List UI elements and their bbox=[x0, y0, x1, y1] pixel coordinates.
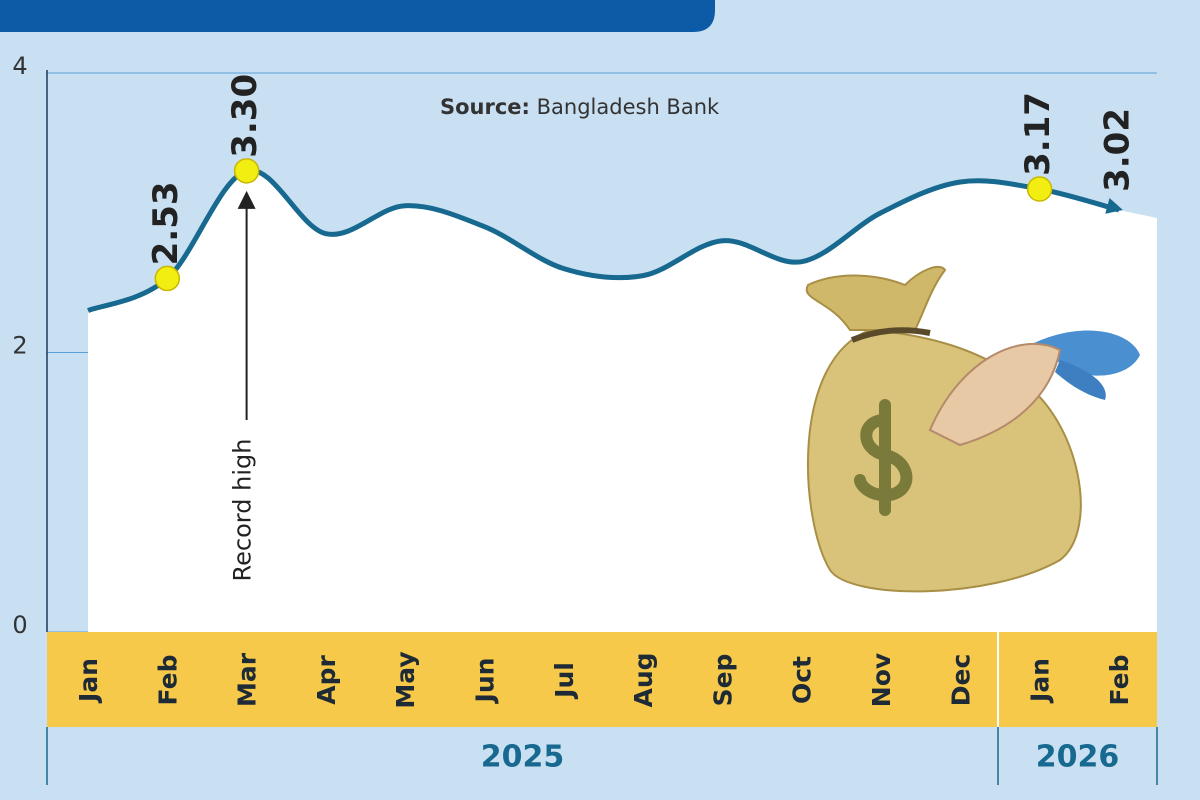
point-marker bbox=[154, 265, 181, 292]
x-tick-label: Feb bbox=[1105, 655, 1134, 706]
header-banner bbox=[0, 0, 715, 32]
x-tick-label: Nov bbox=[867, 653, 896, 707]
point-marker bbox=[1026, 176, 1053, 202]
value-label: 3.17 bbox=[1018, 92, 1058, 176]
y-tick-label: 0 bbox=[12, 611, 27, 639]
x-tick-label: Jul bbox=[550, 662, 579, 700]
x-tick-label: Apr bbox=[312, 655, 341, 705]
x-tick-label: Dec bbox=[946, 654, 975, 707]
month-band bbox=[47, 632, 1157, 727]
x-tick-label: Aug bbox=[629, 652, 658, 707]
x-tick-label: Sep bbox=[708, 654, 737, 707]
point-marker bbox=[233, 158, 260, 184]
value-label: 3.02 bbox=[1097, 108, 1137, 192]
year-label: 2025 bbox=[481, 740, 565, 775]
x-tick-label: Jun bbox=[471, 658, 500, 705]
y-tick-label: 4 bbox=[12, 52, 27, 80]
x-tick-label: Oct bbox=[788, 656, 817, 704]
x-tick-label: Jan bbox=[74, 658, 103, 704]
year-brackets bbox=[46, 727, 1158, 785]
value-label: 3.30 bbox=[225, 74, 265, 158]
x-tick-label: Feb bbox=[153, 655, 182, 706]
annotation: Record high bbox=[229, 439, 257, 582]
source: Source: Bangladesh Bank bbox=[440, 95, 720, 119]
x-tick-label: May bbox=[391, 651, 420, 708]
year-label: 2026 bbox=[1036, 740, 1120, 775]
money-bag bbox=[805, 265, 1140, 593]
y-tick-label: 2 bbox=[12, 332, 27, 360]
line-arrowhead bbox=[1105, 197, 1123, 214]
x-tick-label: Mar bbox=[233, 652, 262, 707]
annotation-arrowhead bbox=[237, 190, 256, 209]
x-tick-label: Jan bbox=[1026, 658, 1055, 704]
value-label: 2.53 bbox=[146, 181, 186, 265]
